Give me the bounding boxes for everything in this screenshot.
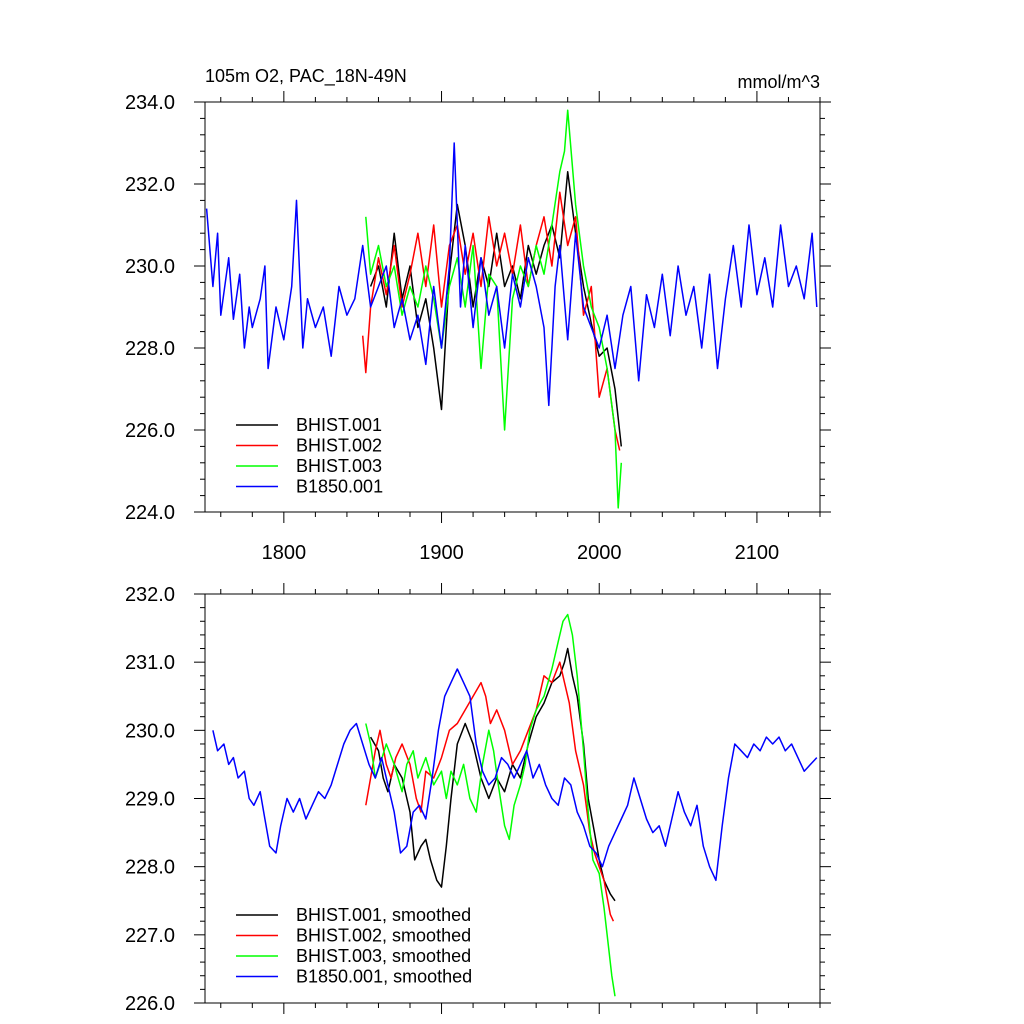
series-line-1	[369, 170, 623, 447]
y-tick-label: 226.0	[125, 420, 175, 442]
x-tick-label: 2000	[577, 542, 622, 564]
x-tick-label: 1900	[419, 542, 464, 564]
legend-label: B1850.001	[296, 477, 383, 497]
legend-label: BHIST.003, smoothed	[296, 946, 471, 966]
y-tick-label: 229.0	[125, 789, 175, 811]
y-tick-label: 228.0	[125, 857, 175, 879]
series-line-4	[212, 668, 818, 882]
series-line-3	[365, 109, 623, 509]
units-label: mmol/m^3	[738, 72, 820, 92]
plot-frame	[204, 101, 821, 513]
series-line-2	[365, 661, 615, 922]
series-line-2	[361, 191, 621, 451]
legend-label: BHIST.002, smoothed	[296, 926, 471, 946]
legend-label: BHIST.003	[296, 456, 382, 476]
series-line-3	[365, 613, 616, 997]
series-line-4	[205, 142, 818, 407]
legend-label: BHIST.001, smoothed	[296, 905, 471, 925]
y-tick-label: 224.0	[125, 502, 175, 524]
y-tick-label: 232.0	[125, 174, 175, 196]
y-tick-label: 230.0	[125, 256, 175, 278]
x-tick-label: 2100	[735, 542, 780, 564]
y-tick-label: 228.0	[125, 338, 175, 360]
chart-title: 105m O2, PAC_18N-49N	[205, 66, 407, 87]
y-tick-label: 232.0	[125, 584, 175, 606]
chart-panel-2	[194, 583, 831, 1014]
y-tick-label: 230.0	[125, 720, 175, 742]
chart-panel-1	[194, 91, 831, 523]
legend-label: BHIST.002	[296, 436, 382, 456]
x-tick-label: 1800	[262, 542, 307, 564]
legend-label: B1850.001, smoothed	[296, 967, 472, 987]
legend-label: BHIST.001	[296, 415, 382, 435]
y-tick-label: 234.0	[125, 92, 175, 114]
y-tick-label: 227.0	[125, 925, 175, 947]
y-tick-label: 226.0	[125, 993, 175, 1015]
y-tick-label: 231.0	[125, 652, 175, 674]
